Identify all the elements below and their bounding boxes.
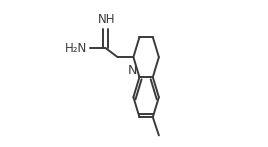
Text: NH: NH: [98, 13, 116, 26]
Text: H₂N: H₂N: [64, 41, 87, 55]
Text: N: N: [128, 64, 137, 77]
